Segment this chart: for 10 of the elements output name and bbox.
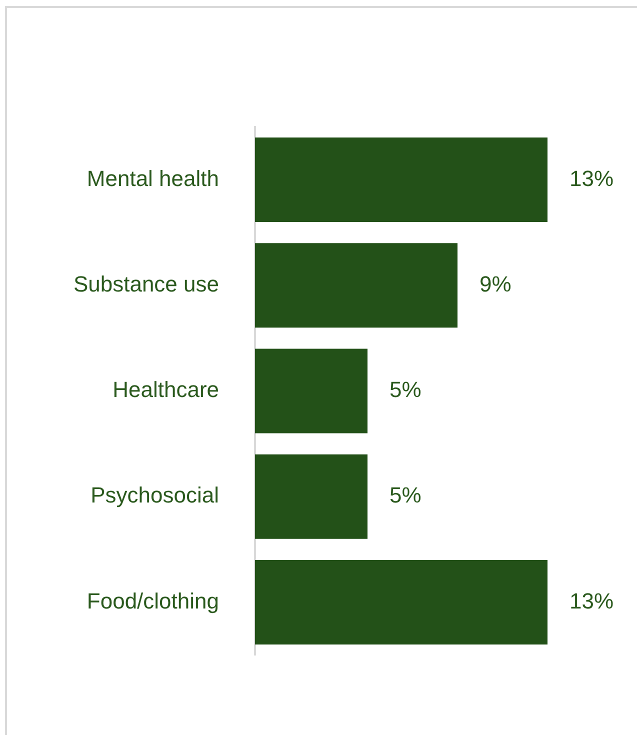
y-tick-label: Substance use [73, 271, 219, 296]
y-tick-label: Mental health [86, 166, 219, 191]
data-label: 13% [570, 166, 614, 191]
data-label: 5% [390, 482, 422, 508]
y-tick-label: Healthcare [112, 377, 219, 402]
data-label: 9% [480, 271, 512, 296]
y-tick-label: Psychosocial [90, 482, 219, 508]
data-label: 5% [390, 377, 422, 402]
data-label: 13% [570, 588, 614, 614]
y-tick-label: Food/clothing [86, 588, 219, 614]
